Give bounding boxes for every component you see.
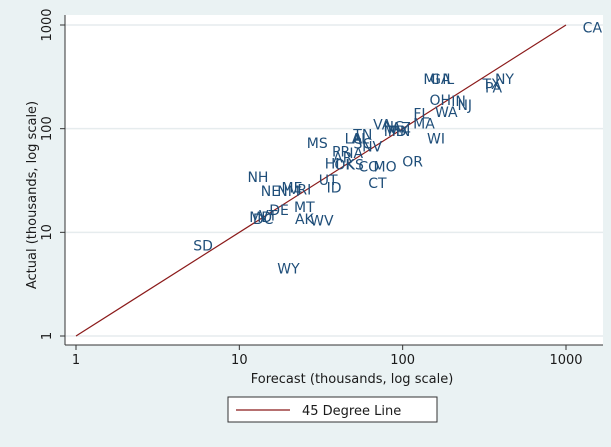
point-label-in: IN [451,94,466,110]
point-label-tn: TN [352,127,372,143]
plot-area [65,15,603,345]
point-label-nh: NH [247,170,268,186]
point-label-ut: UT [319,173,338,189]
x-axis-title: Forecast (thousands, log scale) [251,372,454,387]
point-label-sc: SC [353,136,372,152]
point-label-oh: OH [430,93,452,109]
point-label-al: AL [352,132,370,148]
point-label-de: DE [269,203,289,219]
point-label-ct: CT [368,176,387,192]
point-label-ok: OK [334,158,355,174]
point-label-az: AZ [392,120,411,136]
reference-line [75,24,567,337]
point-label-vt: VT [259,209,278,225]
y-axis-title: Actual (thousands, log scale) [25,101,40,289]
point-label-md: MD [384,124,407,140]
point-label-ri: RI [297,182,311,198]
point-label-ar: AR [333,150,353,166]
y-tick-label: 10 [40,224,55,241]
point-label-md: MD [249,210,272,226]
point-label-ia: IA [349,146,363,162]
point-label-fl: FL [413,107,429,123]
point-label-nj: NJ [457,98,472,114]
point-label-id: ID [327,181,342,197]
axes: 1 10 100 1000 1 10 100 1000 [40,8,603,368]
y-tick-label: 1000 [40,8,55,41]
point-label-ms: MS [307,136,328,152]
point-label-va: VA [373,117,392,133]
point-label-mn: MN [388,124,411,140]
y-tick-label: 100 [40,116,55,141]
point-label-wy: WY [277,261,300,277]
point-label-ca: CA [583,20,603,36]
x-tick-label: 10 [231,353,248,368]
gridlines [65,24,603,337]
point-label-wi: WI [427,132,445,148]
point-label-ak: AK [295,212,315,228]
point-label-nm: NM [277,184,300,200]
point-label-dc: DC [253,212,274,228]
point-label-mo: MO [373,160,396,176]
x-tick-label: 100 [390,353,415,368]
point-label-tx: TX [481,77,501,93]
point-label-wa: WA [435,105,458,121]
point-label-wv: WV [310,214,334,230]
point-label-nv: NV [362,140,382,156]
point-label-la: LA [345,132,363,148]
reference-line-group [75,24,567,337]
x-tick-label: 1000 [549,353,582,368]
point-label-co: CO [358,160,379,176]
point-label-ne: NE [261,184,280,200]
legend: 45 Degree Line [227,396,438,423]
point-label-mi: MI [423,72,439,88]
point-label-il: IL [442,72,454,88]
point-label-ks: KS [346,158,364,174]
point-label-ga: GA [430,72,451,88]
point-label-sd: SD [193,238,213,254]
legend-label: 45 Degree Line [302,404,401,419]
point-label-ma: MA [413,117,435,133]
point-label-or: OR [402,155,423,171]
point-label-nc: NC [383,119,403,135]
point-label-mt: MT [294,200,315,216]
y-tick-label: 1 [40,332,55,340]
point-label-pr: PR [332,145,350,161]
point-label-pa: PA [485,80,503,96]
point-label-me: ME [281,181,302,197]
point-label-hi: HI [325,157,340,173]
point-label-ny: NY [495,72,514,88]
x-tick-label: 1 [72,353,80,368]
